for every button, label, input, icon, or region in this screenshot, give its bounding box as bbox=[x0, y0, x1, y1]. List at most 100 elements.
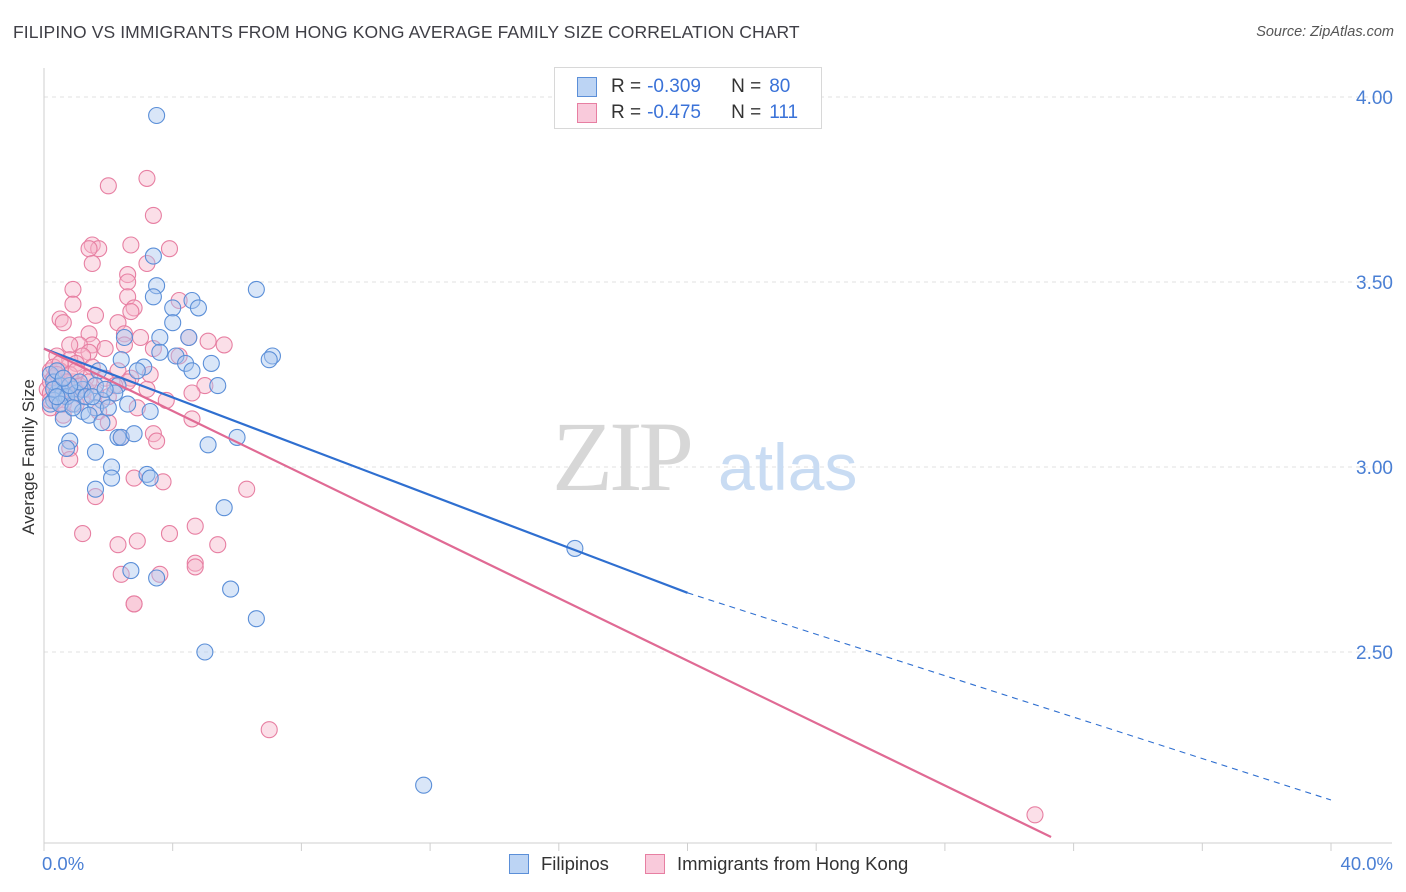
hong-kong-point-15 bbox=[64, 295, 82, 313]
hong-kong-point-77 bbox=[74, 525, 92, 543]
filipinos-point-56 bbox=[222, 580, 240, 598]
legend-row-filipinos: R = -0.309 N = 80 bbox=[577, 75, 790, 99]
filipinos-point-52 bbox=[215, 499, 233, 517]
hong-kong-point-12 bbox=[64, 280, 82, 298]
axes bbox=[43, 68, 1392, 851]
y-tick-label-1: 3.00 bbox=[1356, 458, 1393, 479]
legend-r-value: -0.309 bbox=[647, 76, 701, 97]
bottom-legend-hong-kong: Immigrants from Hong Kong bbox=[645, 852, 908, 876]
watermark-atlas: atlas bbox=[718, 430, 857, 504]
source-label: Source: ZipAtlas.com bbox=[1256, 24, 1394, 40]
filipinos-point-6 bbox=[164, 299, 182, 317]
legend-n-label: N = bbox=[731, 76, 762, 97]
hong-kong-point-82 bbox=[186, 558, 204, 576]
gridlines bbox=[44, 96, 1390, 653]
filipinos-point-17 bbox=[202, 354, 220, 372]
hong-kong-point-17 bbox=[122, 303, 140, 321]
legend-r-value: -0.475 bbox=[647, 102, 701, 123]
hong-kong-point-6 bbox=[90, 240, 108, 258]
hong-kong-point-65 bbox=[99, 414, 117, 432]
hong-kong-point-80 bbox=[109, 536, 127, 554]
filipinos-point-10 bbox=[115, 328, 133, 347]
hong-kong-point-5 bbox=[160, 240, 179, 258]
y-tick-label-2: 3.50 bbox=[1356, 273, 1393, 294]
hong-kong-point-79 bbox=[209, 536, 227, 554]
hong-kong-point-2 bbox=[144, 206, 162, 224]
hong-kong-point-11 bbox=[119, 273, 137, 291]
filipinos-point-76 bbox=[54, 369, 72, 387]
bottom-legend-swatch-blue bbox=[509, 854, 529, 874]
series-hong-kong-points bbox=[38, 169, 1044, 824]
filipinos-point-8 bbox=[164, 314, 182, 332]
hong-kong-point-68 bbox=[148, 432, 166, 450]
filipinos-point-28 bbox=[106, 384, 124, 402]
legend-r-label: R = bbox=[611, 76, 642, 97]
filipinos-point-25 bbox=[209, 377, 227, 395]
hong-kong-point-76 bbox=[160, 525, 179, 543]
bottom-legend-swatch-pink bbox=[645, 854, 665, 874]
y-tick-label-3: 4.00 bbox=[1356, 88, 1393, 109]
trend-lines bbox=[43, 347, 1332, 838]
filipinos-point-21 bbox=[128, 362, 146, 380]
filipinos-point-50 bbox=[103, 469, 121, 487]
hong-kong-point-74 bbox=[238, 480, 256, 498]
filipinos-point-1 bbox=[144, 247, 162, 265]
filipinos-point-59 bbox=[415, 776, 433, 794]
hong-kong-point-87 bbox=[260, 721, 278, 739]
hong-kong-point-70 bbox=[61, 451, 79, 469]
hong-kong-point-7 bbox=[80, 240, 98, 258]
filipinos-point-68 bbox=[70, 373, 88, 391]
hong-kong-point-64 bbox=[183, 410, 201, 428]
legend-n-label: N = bbox=[731, 102, 762, 123]
hong-kong-point-18 bbox=[86, 306, 105, 324]
hong-kong-point-32 bbox=[96, 340, 114, 358]
chart-title: FILIPINO VS IMMIGRANTS FROM HONG KONG AV… bbox=[13, 22, 800, 42]
legend-r-label: R = bbox=[611, 102, 642, 123]
filipinos-point-69 bbox=[77, 388, 95, 406]
legend-swatch-blue bbox=[577, 77, 597, 97]
hong-kong-trend-line bbox=[43, 347, 1052, 838]
hong-kong-point-21 bbox=[54, 314, 72, 332]
hong-kong-point-0 bbox=[138, 169, 156, 187]
filipinos-point-7 bbox=[189, 299, 207, 317]
legend-row-hong-kong: R = -0.475 N = 111 bbox=[577, 101, 798, 125]
filipinos-point-35 bbox=[141, 402, 159, 421]
filipinos-point-54 bbox=[122, 562, 140, 580]
filipinos-point-79 bbox=[48, 388, 66, 406]
filipinos-point-4 bbox=[144, 288, 162, 306]
legend-n-value: 111 bbox=[769, 102, 799, 123]
series-filipinos-points bbox=[41, 106, 584, 794]
hong-kong-point-60 bbox=[128, 399, 146, 417]
hong-kong-point-54 bbox=[183, 384, 201, 402]
bottom-legend-label: Filipinos bbox=[541, 853, 609, 874]
filipinos-point-40 bbox=[112, 428, 130, 446]
hong-kong-point-49 bbox=[196, 377, 214, 395]
filipinos-point-33 bbox=[99, 399, 117, 417]
filipinos-point-15 bbox=[260, 351, 278, 369]
filipinos-point-78 bbox=[119, 395, 137, 413]
filipinos-point-3 bbox=[148, 277, 166, 295]
watermark: ZIP atlas bbox=[552, 401, 857, 512]
hong-kong-point-10 bbox=[119, 266, 137, 284]
filipinos-point-77 bbox=[96, 380, 114, 398]
filipinos-point-9 bbox=[151, 328, 169, 347]
filipinos-point-73 bbox=[64, 399, 82, 417]
bottom-legend-filipinos: Filipinos bbox=[509, 852, 609, 876]
filipinos-point-42 bbox=[125, 425, 143, 443]
filipinos-point-44 bbox=[199, 436, 217, 454]
hong-kong-point-29 bbox=[61, 336, 79, 354]
filipinos-point-11 bbox=[180, 328, 198, 347]
hong-kong-point-72 bbox=[154, 473, 172, 491]
filipinos-point-55 bbox=[148, 569, 166, 587]
hong-kong-point-83 bbox=[112, 565, 130, 583]
legend-n-value: 80 bbox=[769, 76, 791, 97]
hong-kong-point-88 bbox=[1026, 806, 1044, 824]
hong-kong-point-75 bbox=[186, 517, 204, 535]
filipinos-point-24 bbox=[86, 377, 105, 395]
x-tick-label-min: 0.0% bbox=[42, 853, 84, 874]
bottom-legend-label: Immigrants from Hong Kong bbox=[677, 853, 909, 874]
filipinos-point-58 bbox=[196, 643, 214, 661]
correlation-legend: R = -0.309 N = 80 R = -0.475 N = 111 bbox=[554, 67, 822, 129]
hong-kong-point-78 bbox=[128, 532, 146, 550]
